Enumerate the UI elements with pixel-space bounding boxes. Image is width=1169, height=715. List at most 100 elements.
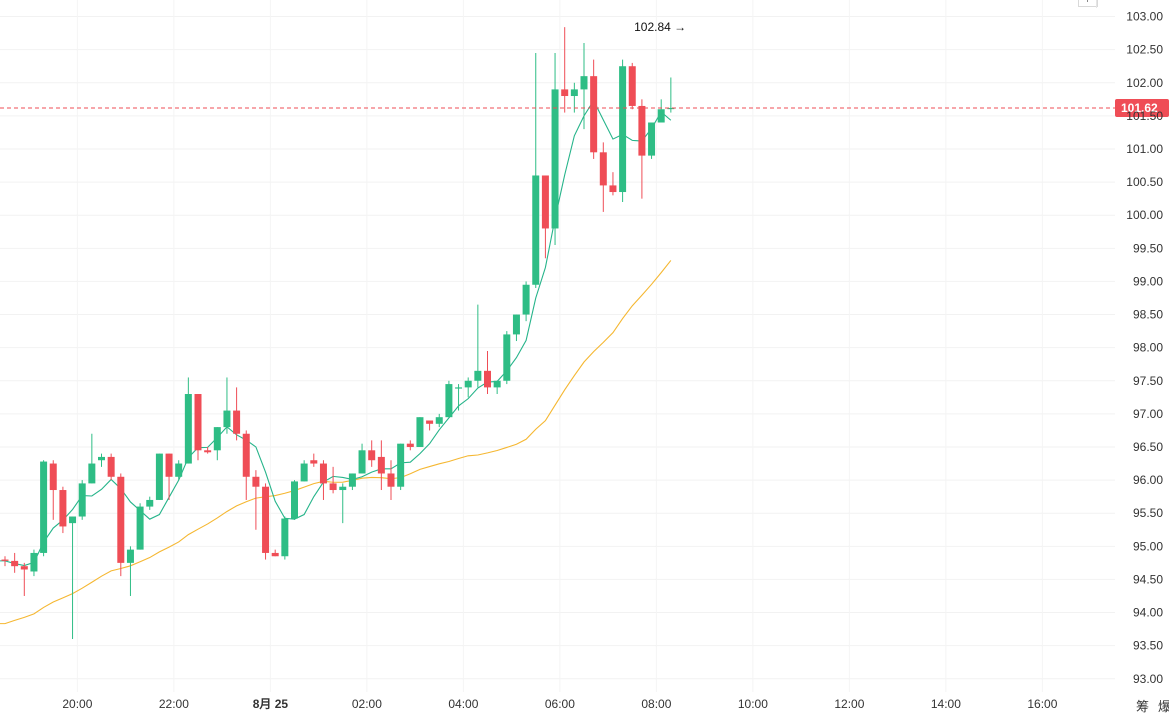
y-tick-label: 93.50: [1133, 639, 1163, 653]
candle-body: [184, 394, 192, 464]
candle-body: [107, 456, 115, 477]
candle-body: [262, 486, 270, 553]
candle-body: [49, 463, 57, 491]
candle-body: [551, 89, 559, 229]
x-tick-label: 22:00: [159, 697, 189, 711]
candle-body: [455, 387, 463, 389]
candle-body: [40, 461, 48, 553]
candle-body: [358, 450, 366, 474]
candle-body: [300, 463, 308, 482]
candle-body: [59, 490, 67, 527]
candle-body: [599, 152, 607, 186]
y-tick-label: 96.50: [1133, 440, 1163, 454]
candle-body: [175, 463, 183, 477]
candle-body: [136, 506, 144, 550]
x-axis: 20:00 22:00 8月 25 02:00 04:00 06:00 08:00 10:00…: [62, 697, 1057, 711]
candle-body: [426, 420, 434, 424]
candle-body: [252, 476, 260, 487]
y-tick-label: 100.00: [1126, 208, 1163, 222]
candle-body: [435, 417, 443, 424]
y-tick-label: 96.00: [1133, 473, 1163, 487]
x-tick-label: 16:00: [1027, 697, 1057, 711]
candle-body: [329, 483, 337, 491]
footer-label-liquidations[interactable]: 爆: [1158, 699, 1169, 714]
x-tick-label: 10:00: [738, 697, 768, 711]
candle-body: [194, 394, 202, 451]
candle-body: [609, 185, 617, 193]
y-tick-label: 98.50: [1133, 308, 1163, 322]
candle-body: [165, 453, 173, 477]
candle-body: [348, 473, 356, 487]
candle-body: [377, 456, 385, 474]
x-tick-label: 02:00: [352, 697, 382, 711]
candle-body: [570, 89, 578, 97]
tick-mark-icon: [1087, 0, 1088, 2]
candle-body: [155, 453, 163, 500]
y-tick-label: 103.00: [1126, 10, 1163, 24]
y-tick-label: 97.50: [1133, 374, 1163, 388]
candle-body: [204, 450, 212, 453]
candle-body: [281, 518, 289, 557]
candle-body: [339, 486, 347, 491]
candle-body: [397, 443, 405, 487]
candle-body: [522, 284, 530, 315]
candle-body: [638, 105, 646, 156]
x-tick-label: 12:00: [834, 697, 864, 711]
candles: [1, 27, 675, 640]
y-tick-label: 101.00: [1126, 142, 1163, 156]
candle-body: [20, 566, 28, 570]
candle-body: [319, 463, 327, 484]
candle-body: [30, 552, 38, 572]
candle-body: [503, 334, 511, 381]
y-tick-label: 95.00: [1133, 539, 1163, 553]
x-tick-label: 06:00: [545, 697, 575, 711]
grid-lines: [0, 0, 1115, 692]
candle-body: [291, 481, 298, 519]
candle-body: [484, 370, 491, 388]
price-tag: [1115, 98, 1169, 117]
x-tick-label: 08:00: [641, 697, 671, 711]
candle-body: [406, 443, 414, 447]
y-tick-label: 101.50: [1126, 109, 1163, 123]
divider: [1096, 0, 1097, 8]
current-price-line: 101.62: [0, 98, 1169, 117]
candle-body: [648, 122, 656, 156]
y-tick-label: 99.00: [1133, 274, 1163, 288]
candle-body: [88, 463, 96, 484]
candle-body: [493, 380, 501, 388]
y-tick-label: 99.50: [1133, 241, 1163, 255]
x-tick-label: 20:00: [62, 697, 92, 711]
ma-fast-line: [0, 99, 672, 567]
candle-body: [580, 76, 588, 90]
y-tick-label: 93.00: [1133, 672, 1163, 686]
candle-body: [11, 560, 19, 567]
x-tick-label: 04:00: [448, 697, 478, 711]
y-tick-label: 102.00: [1126, 76, 1163, 90]
candle-body: [146, 499, 154, 507]
candle-body: [271, 552, 279, 557]
candle-body: [619, 66, 627, 193]
candle-body: [387, 473, 395, 487]
y-tick-label: 95.50: [1133, 506, 1163, 520]
candle-body: [474, 370, 482, 381]
candle-body: [310, 460, 318, 464]
candle-body: [416, 417, 424, 447]
candle-body: [561, 89, 569, 97]
candle-body: [69, 516, 77, 524]
candle-body: [464, 380, 472, 388]
high-marker: 102.84 →: [634, 20, 686, 34]
y-axis: 103.00 102.50 102.00 101.50 101.00 100.50 100.…: [1126, 10, 1163, 686]
candle-body: [233, 410, 241, 434]
candle-body: [1, 559, 9, 561]
candle-body: [590, 76, 598, 153]
candle-body: [657, 109, 665, 123]
y-tick-label: 94.50: [1133, 572, 1163, 586]
y-tick-label: 94.00: [1133, 606, 1163, 620]
chart-settings-button[interactable]: [1078, 0, 1098, 7]
moving-average-lines: [0, 99, 672, 625]
footer-label-chips[interactable]: 筹: [1136, 699, 1150, 714]
candle-body: [117, 476, 125, 563]
candle-body: [78, 483, 86, 517]
y-tick-label: 102.50: [1126, 43, 1163, 57]
